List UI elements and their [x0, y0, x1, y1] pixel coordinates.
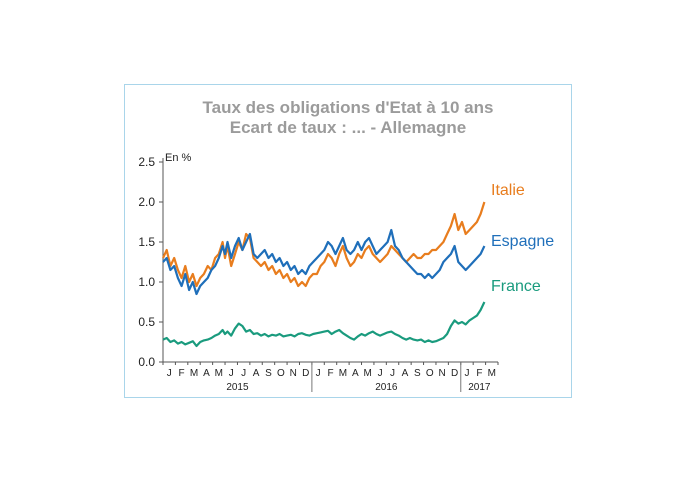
series-labels: Italie Espagne France [491, 182, 554, 295]
x-month-label: J [378, 368, 383, 379]
y-tick-label: 0.0 [138, 355, 155, 369]
series-label-italie: Italie [491, 182, 525, 199]
x-month-label: N [290, 368, 297, 379]
x-month-label: M [190, 368, 198, 379]
x-month-label: J [229, 368, 234, 379]
x-month-label: F [179, 368, 185, 379]
x-month-label: F [327, 368, 333, 379]
series-label-espagne: Espagne [491, 233, 554, 250]
chart-title: Taux des obligations d'Etat à 10 ans [203, 98, 494, 117]
x-month-label: A [203, 368, 210, 379]
x-month-label: A [352, 368, 359, 379]
x-month-label: O [277, 368, 285, 379]
y-tick-label: 1.5 [138, 235, 155, 249]
series-lines [162, 201, 486, 348]
x-month-label: D [451, 368, 458, 379]
x-month-label: M [215, 368, 223, 379]
x-month-label: A [253, 368, 260, 379]
series-line-espagne [162, 228, 486, 296]
x-year-label: 2015 [226, 382, 249, 393]
x-month-label: M [339, 368, 347, 379]
x-month-label: J [464, 368, 469, 379]
x-month-label: O [426, 368, 434, 379]
chart-subtitle: Ecart de taux : ... - Allemagne [230, 118, 467, 137]
x-year-label: 2016 [375, 382, 398, 393]
x-year-label: 2017 [468, 382, 491, 393]
x-month-label: S [265, 368, 272, 379]
x-month-label: J [241, 368, 246, 379]
line-chart: Taux des obligations d'Etat à 10 ans Eca… [138, 98, 554, 393]
series-label-france: France [491, 278, 541, 295]
x-month-label: J [167, 368, 172, 379]
x-month-label: J [390, 368, 395, 379]
chart-frame: Taux des obligations d'Etat à 10 ans Eca… [124, 84, 572, 398]
x-month-label: J [316, 368, 321, 379]
y-axis-unit: En % [165, 152, 192, 164]
y-tick-label: 1.0 [138, 275, 155, 289]
series-line-italie [162, 201, 486, 288]
x-month-label: M [488, 368, 496, 379]
x-month-label: M [364, 368, 372, 379]
y-tick-label: 2.0 [138, 195, 155, 209]
axes [162, 158, 498, 363]
y-tick-label: 0.5 [138, 315, 155, 329]
x-month-label: A [402, 368, 409, 379]
y-axis-ticks: 0.0 0.5 1.0 1.5 2.0 2.5 [138, 155, 163, 369]
x-month-label: S [414, 368, 421, 379]
y-tick-label: 2.5 [138, 155, 155, 169]
series-line-france [162, 301, 486, 348]
x-month-label: D [302, 368, 309, 379]
x-month-label: F [476, 368, 482, 379]
x-month-label: N [439, 368, 446, 379]
